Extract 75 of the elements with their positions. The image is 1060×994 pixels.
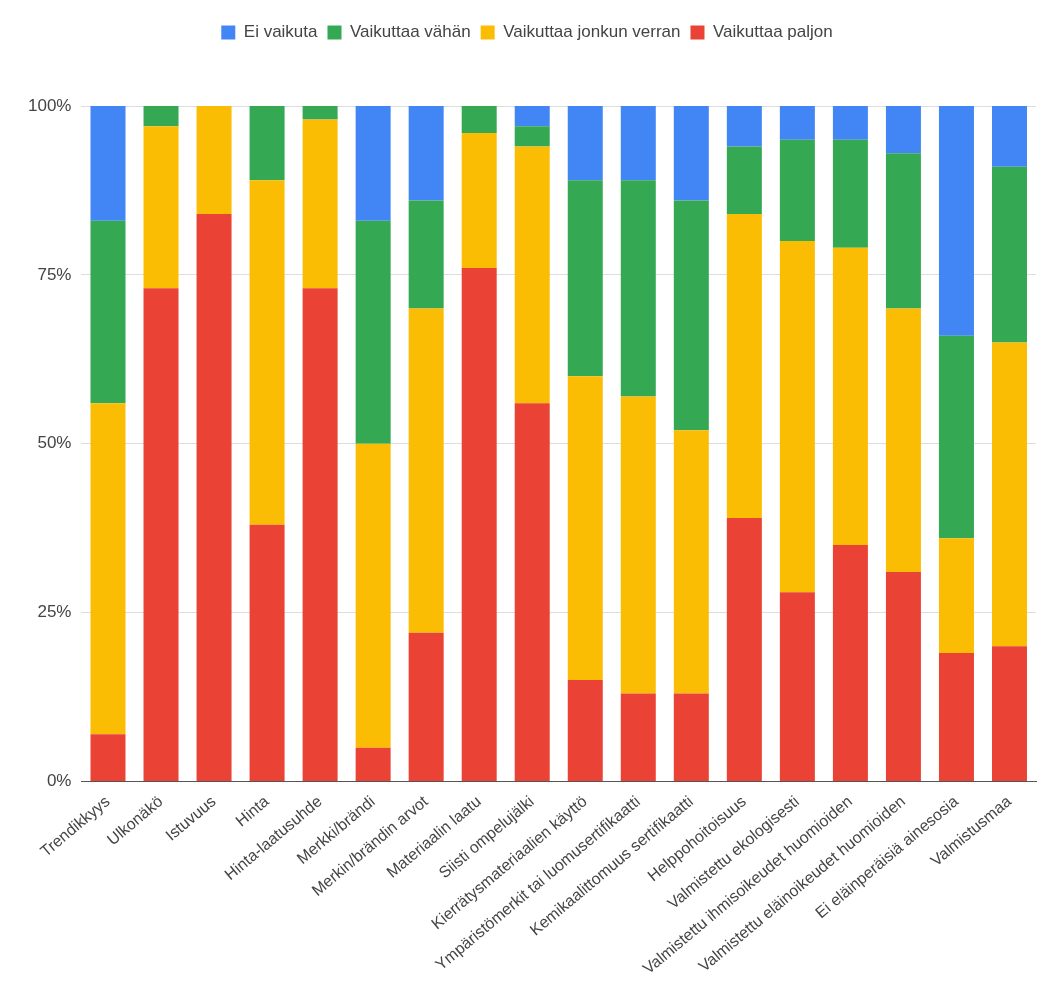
bar — [885, 308, 921, 573]
bar — [832, 106, 868, 140]
bar — [514, 146, 550, 404]
bar — [514, 126, 550, 147]
bar — [408, 200, 444, 309]
bar — [355, 747, 391, 781]
bar — [355, 106, 391, 221]
legend-label: Vaikuttaa vähän — [349, 22, 471, 42]
bar — [938, 106, 974, 336]
bar — [991, 106, 1027, 167]
bar — [355, 220, 391, 444]
legend-label: Ei vaikuta — [243, 22, 319, 42]
bar — [673, 200, 709, 431]
bar — [991, 646, 1027, 781]
legend-label: Vaikuttaa jonkun verran — [503, 22, 681, 42]
bar — [143, 106, 179, 127]
bar — [832, 139, 868, 248]
bar — [620, 693, 656, 781]
bar — [461, 133, 497, 269]
bar — [726, 518, 762, 781]
bar — [249, 524, 285, 781]
bar — [90, 106, 126, 221]
bar — [408, 632, 444, 781]
bar — [514, 106, 550, 127]
bar — [673, 693, 709, 781]
bar — [885, 106, 921, 154]
bar — [938, 538, 974, 654]
bar — [461, 106, 497, 134]
legend-label: Vaikuttaa paljon — [713, 22, 833, 42]
bar — [302, 106, 338, 120]
bar — [302, 119, 338, 289]
bar — [90, 734, 126, 781]
bar — [461, 268, 497, 781]
bar — [567, 180, 603, 377]
bar — [143, 288, 179, 781]
bar — [673, 106, 709, 201]
bar — [726, 106, 762, 147]
bar — [832, 545, 868, 781]
bar — [408, 106, 444, 201]
bar — [779, 106, 815, 140]
bar — [620, 180, 656, 397]
bar — [620, 106, 656, 181]
bar — [885, 572, 921, 781]
bar — [991, 166, 1027, 343]
bar — [779, 592, 815, 781]
bar — [196, 106, 232, 215]
y-tick-label: 75% — [37, 264, 72, 284]
bar — [143, 126, 179, 289]
bar — [885, 153, 921, 309]
bar — [302, 288, 338, 781]
bar — [567, 376, 603, 681]
y-tick-label: 50% — [37, 433, 72, 453]
y-tick-label: 0% — [46, 771, 72, 791]
bar — [779, 241, 815, 593]
bar — [514, 403, 550, 781]
y-tick-label: 100% — [28, 95, 72, 115]
bar — [408, 308, 444, 633]
bar — [196, 214, 232, 781]
bar — [832, 247, 868, 546]
bar — [90, 220, 126, 404]
bar — [726, 214, 762, 518]
bar — [249, 180, 285, 525]
bar — [991, 342, 1027, 647]
bar — [355, 443, 391, 748]
y-tick-label: 25% — [37, 602, 72, 622]
bar — [938, 653, 974, 781]
bar — [90, 403, 126, 735]
bar — [567, 680, 603, 781]
bar — [726, 146, 762, 215]
bar — [779, 139, 815, 242]
bar — [620, 396, 656, 694]
bar — [249, 106, 285, 181]
bar — [938, 335, 974, 539]
bar — [673, 430, 709, 694]
bar — [567, 106, 603, 181]
